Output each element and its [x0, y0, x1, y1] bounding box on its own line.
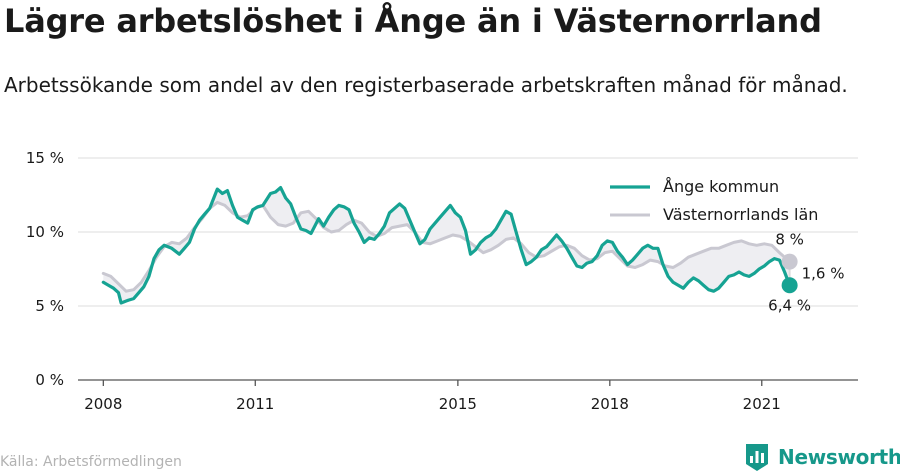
- difference-label: 1,6 %: [802, 264, 845, 282]
- x-tick-label: 2015: [439, 395, 477, 413]
- chart-subtitle: Arbetssökande som andel av den registerb…: [4, 73, 848, 97]
- x-tick-label: 2008: [84, 395, 122, 413]
- y-tick-label: 0 %: [35, 371, 64, 389]
- newsworthy-logo: Newsworthy: [744, 440, 900, 474]
- series-line-ange: [101, 186, 792, 305]
- end-point-ange: [781, 277, 798, 294]
- line-chart: 0 % 5 % 10 % 15 % 2008 2011 2015 2018 2021 8 % 6,4…: [26, 149, 858, 413]
- x-tick-label: 2018: [591, 395, 629, 413]
- source-note: Källa: Arbetsförmedlingen: [0, 454, 182, 470]
- end-point-vasternorrland: [781, 253, 798, 270]
- difference-area: [103, 187, 790, 303]
- y-tick-label: 10 %: [26, 223, 64, 241]
- y-tick-label: 15 %: [26, 149, 64, 167]
- x-tick-label: 2021: [743, 395, 781, 413]
- newsworthy-logo-icon: [746, 444, 768, 471]
- x-tick-label: 2011: [236, 395, 274, 413]
- y-tick-label: 5 %: [35, 297, 64, 315]
- end-label-ange: 6,4 %: [768, 296, 811, 314]
- series-line-vasternorrland: [101, 200, 792, 293]
- legend-label-vasternorrland: Västernorrlands län: [663, 205, 818, 224]
- end-label-vasternorrland: 8 %: [775, 231, 804, 249]
- chart-title: Lägre arbetslöshet i Ånge än i Västernor…: [4, 2, 822, 40]
- brand-name: Newsworthy: [778, 445, 900, 469]
- legend-label-ange: Ånge kommun: [663, 177, 779, 196]
